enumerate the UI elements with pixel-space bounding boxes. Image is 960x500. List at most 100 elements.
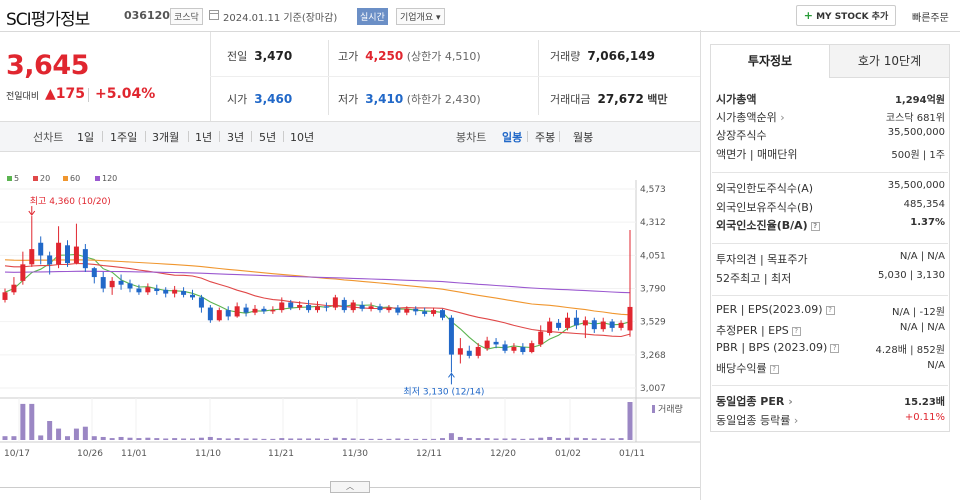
info-row: 액면가 | 매매단위 500원 | 1주 xyxy=(716,146,945,162)
candle-weekly[interactable]: 주봉 xyxy=(535,131,556,144)
volume-bar xyxy=(341,438,347,440)
info-row[interactable]: 시가총액순위 › 코스닥 681위 xyxy=(716,109,945,125)
volume-bar xyxy=(600,438,606,440)
candle-body xyxy=(341,299,347,311)
candle-daily[interactable]: 일봉 xyxy=(502,131,523,144)
info-value: 1.37% xyxy=(910,217,945,228)
quick-order-link[interactable]: 빠른주문 xyxy=(912,13,949,24)
period-5y[interactable]: 5년 xyxy=(259,131,277,144)
candle-body xyxy=(618,322,624,328)
candle-body xyxy=(484,340,490,349)
period-1y[interactable]: 1년 xyxy=(195,131,213,144)
candle-body xyxy=(279,302,285,311)
candle-body xyxy=(377,306,383,311)
candle-body xyxy=(261,308,267,312)
candle-body xyxy=(163,289,169,294)
info-value: 1,294억원 xyxy=(894,95,945,106)
volume-bar xyxy=(288,438,294,440)
open-label: 시가 xyxy=(227,93,248,106)
volume-bar xyxy=(315,438,320,440)
company-info-button[interactable]: 기업개요 ▾ xyxy=(396,8,445,25)
candle-body xyxy=(413,308,419,312)
volume-bar xyxy=(145,437,151,440)
volume-bar xyxy=(359,438,365,440)
volume-bar xyxy=(350,438,356,440)
info-label: 투자의견 | 목표주가 xyxy=(716,253,808,266)
volume-bars xyxy=(2,402,633,440)
info-label: 시가총액 xyxy=(716,93,757,106)
help-icon[interactable]: ? xyxy=(825,305,835,315)
period-3m[interactable]: 3개월 xyxy=(152,131,180,144)
up-triangle-icon: ▲ xyxy=(45,86,56,102)
volume-bar xyxy=(404,438,410,440)
volume-bar xyxy=(573,437,579,440)
candle-body xyxy=(198,297,204,308)
company-info-label: 기업개요 xyxy=(400,13,434,23)
volume-bar xyxy=(323,438,329,440)
period-10y[interactable]: 10년 xyxy=(290,131,315,144)
volume-bar xyxy=(591,438,597,440)
divider xyxy=(712,243,948,244)
info-label: 동일업종 PER › xyxy=(716,395,793,408)
volume-bar xyxy=(511,438,517,440)
volume-bar xyxy=(332,437,338,440)
candle-chart-tab[interactable]: 봉차트 xyxy=(456,131,487,144)
volume-bar xyxy=(20,403,26,440)
help-icon[interactable]: ? xyxy=(830,343,840,353)
info-row: 상장주식수 35,500,000 xyxy=(716,127,945,143)
period-3y[interactable]: 3년 xyxy=(227,131,245,144)
y-tick-label: 3,790 xyxy=(640,285,666,295)
info-row: 외국인소진율(B/A)? 1.37% xyxy=(716,217,945,233)
candle-body xyxy=(573,317,579,326)
line-chart-tab[interactable]: 선차트 xyxy=(33,131,64,144)
volume-bar xyxy=(29,403,35,440)
stock-code: 036120 xyxy=(124,9,170,22)
volume-bar xyxy=(618,438,624,440)
volume-legend-label: 거래량 xyxy=(658,403,683,415)
tab-investment-info[interactable]: 투자정보 xyxy=(711,45,829,78)
chevron-right-icon: › xyxy=(790,414,799,427)
candle-body xyxy=(600,321,606,330)
expand-chart-button[interactable]: ︿ xyxy=(330,481,370,493)
help-icon[interactable]: ? xyxy=(810,221,820,231)
realtime-button[interactable]: 실시간 xyxy=(357,8,388,25)
info-value: N/A | N/A xyxy=(899,251,945,262)
investment-panel xyxy=(710,44,950,432)
help-icon[interactable]: ? xyxy=(791,326,801,336)
candle-body xyxy=(109,280,115,288)
change-percent: +5.04% xyxy=(95,86,156,102)
x-tick-label: 11/10 xyxy=(195,449,221,459)
period-1w[interactable]: 1주일 xyxy=(110,131,138,144)
candle-monthly[interactable]: 월봉 xyxy=(573,131,594,144)
x-tick-label: 12/11 xyxy=(416,449,442,459)
divider xyxy=(712,295,948,296)
legend-swatch xyxy=(63,176,68,181)
add-mystock-button[interactable]: + MY STOCK 추가 xyxy=(796,5,896,26)
candlestick-chart[interactable]: 4,573 4,312 4,051 3,790 3,529 3,268 3,007 10/17… xyxy=(0,180,700,470)
volume-bar xyxy=(493,438,499,440)
info-value: 15.23배 xyxy=(904,397,945,408)
info-row[interactable]: 동일업종 PER › 15.23배 xyxy=(716,393,945,409)
period-1d[interactable]: 1일 xyxy=(77,131,95,144)
open-price: 시가 3,460 xyxy=(227,91,292,107)
help-icon[interactable]: ? xyxy=(769,364,779,374)
candle-body xyxy=(127,283,133,289)
tab-order-book[interactable]: 호가 10단계 xyxy=(829,45,949,78)
candle-body xyxy=(582,320,588,326)
volume-bar xyxy=(484,438,490,440)
info-row: 투자의견 | 목표주가 N/A | N/A xyxy=(716,251,945,267)
plus-icon: + xyxy=(803,9,813,22)
legend-label: 5 xyxy=(14,174,20,183)
calendar-icon xyxy=(209,10,219,20)
info-row[interactable]: 동일업종 등락률 › +0.11% xyxy=(716,412,945,428)
candle-body xyxy=(11,284,17,293)
top-bar xyxy=(0,0,960,32)
y-tick-label: 4,051 xyxy=(640,251,666,261)
high-value: 4,250 xyxy=(365,49,404,63)
trade-amount: 거래대금 27,672 백만 xyxy=(550,91,668,107)
candle-body xyxy=(29,249,35,265)
stock-name: SCI평가정보 xyxy=(6,10,90,30)
volume-bar xyxy=(377,438,383,440)
info-label: 외국인한도주식수(A) xyxy=(716,182,814,195)
x-tick-label: 01/11 xyxy=(619,449,645,459)
